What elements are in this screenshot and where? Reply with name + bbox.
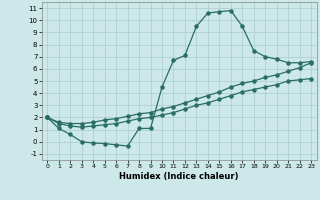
X-axis label: Humidex (Indice chaleur): Humidex (Indice chaleur) — [119, 172, 239, 181]
